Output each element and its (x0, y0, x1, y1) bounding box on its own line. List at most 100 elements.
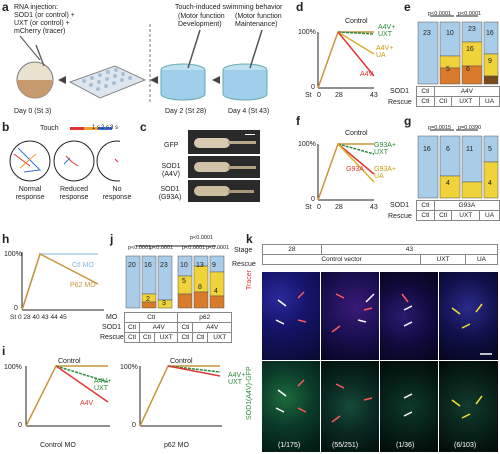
panel-k-label: k (246, 232, 253, 246)
panel-j-bars (125, 245, 225, 309)
sod1-gfp-label: SOD1(A4V)-GFP (246, 366, 253, 420)
line-control (317, 31, 374, 89)
sod1-row-label: SOD1 (390, 202, 410, 209)
p-value: p<0.0001 (206, 245, 230, 251)
panel-a-label: a (2, 0, 9, 14)
y-100-label: 100% (298, 141, 316, 148)
panel-e-label: e (404, 0, 411, 14)
trace-normal (9, 140, 51, 182)
motor-dev-text: (Motor function (178, 13, 225, 20)
line-g93a-uxt (337, 143, 375, 155)
x-0-label: 0 (317, 204, 321, 211)
legend-g93a: G93A (346, 166, 364, 173)
scale-bar (245, 134, 255, 135)
legend-a4v-uxt-1: A4V+ (228, 372, 246, 379)
time-2s: 2 s (101, 125, 110, 131)
stage-row-label: Stage (234, 247, 253, 254)
control-mo-caption: Control MO (40, 442, 76, 449)
bar-n: 13 (196, 262, 204, 269)
panel-h-label: h (2, 232, 10, 246)
bar-ctl (417, 21, 439, 85)
time-3s: 3 s (110, 125, 119, 131)
sod1-g93a-label: SOD1 (G93A) (158, 186, 182, 201)
legend-a4v-uxt-2: UXT (228, 379, 242, 386)
motor-dev-text: Development) (178, 21, 222, 28)
probe-icon (249, 29, 263, 69)
y-0-label: 0 (311, 84, 315, 91)
day0-label: Day 0 (St 3) (14, 108, 52, 115)
line-g93a-ua (337, 143, 375, 183)
chart-p62-mo (139, 365, 222, 427)
y-0-label: 0 (18, 422, 22, 429)
legend-a4v-uxt-1: A4V+ (378, 24, 396, 31)
panel-a-illustration (16, 24, 268, 104)
legend-a4v-ua-2: UA (376, 52, 386, 59)
micrograph-gfp-ua (439, 361, 498, 452)
x-st-label: St (305, 92, 312, 99)
panel-b-graphics (9, 127, 120, 182)
injection-text: SOD1 (or control) + (14, 12, 75, 19)
y-0-label: 0 (311, 196, 315, 203)
panel-d-label: d (296, 0, 304, 14)
day4-label: Day 4 (St 43) (228, 108, 270, 115)
micrograph-tracer-ua (439, 272, 498, 360)
mo-row-label: MO (106, 314, 118, 321)
gfp-label: GFP (164, 142, 179, 149)
legend-g93a-uxt-1: G93A+ (374, 142, 396, 149)
arrow-icon (58, 76, 66, 84)
x-43-label: 43 (370, 204, 378, 211)
micrograph-grid: (1/175) (55/251) (1/36) (6/103) (262, 272, 498, 452)
micrograph-gfp-28 (262, 361, 320, 452)
legend-p62-mo: P62 MO (70, 282, 96, 289)
bar-n: 6 (446, 146, 450, 153)
arrow-icon (150, 76, 158, 84)
p-value: p<0.0001 (428, 11, 452, 17)
bar-n: 23 (468, 26, 476, 33)
normal-response-label: Normal response (15, 186, 45, 201)
legend-a4v: A4V (80, 400, 94, 407)
bar-a4v-ua (483, 21, 499, 55)
chart-control-mo (25, 365, 110, 427)
bar-n: 16 (486, 30, 494, 37)
p-value: p<0.0001 (128, 245, 152, 251)
bar-n: 10 (446, 30, 454, 37)
bar (125, 255, 141, 309)
panel-i-label: i (2, 344, 6, 358)
bar-n: 16 (144, 262, 152, 269)
bar-n: 10 (180, 262, 188, 269)
bar-seg: 4 (488, 180, 492, 187)
day2-label: Day 2 (St 28) (165, 108, 207, 115)
sod1-row-label: SOD1 (390, 88, 410, 95)
legend-a4v-uxt-1: A4V+ (94, 378, 112, 385)
panel-e-bars (417, 15, 499, 85)
motor-maint-text: Maintenance) (235, 21, 278, 28)
sod1-row-label: SOD1 (102, 324, 122, 331)
injection-text: UXT (or control) + (14, 20, 70, 27)
legend-a4v: A4V (360, 71, 374, 78)
p-value: p<0.0001 (182, 245, 206, 251)
bar-seg: 4 (446, 180, 450, 187)
bar-n: 23 (423, 30, 431, 37)
bar-seg: 5 (446, 66, 450, 73)
p-value: p<0.0001 (150, 245, 174, 251)
embryo-vegetal-half (17, 80, 53, 98)
x-0-label: 0 (317, 92, 321, 99)
line-a4v-ua (337, 31, 375, 55)
time-scale-bar (70, 127, 112, 130)
time-1s: 1 s (92, 125, 101, 131)
touch-swim-title: Touch-induced swimming behavior (175, 4, 283, 11)
dish-illustration-st43 (222, 29, 268, 101)
bar-seg: 9 (488, 58, 492, 65)
line-p62-mo (21, 252, 99, 311)
legend-ctl-mo: Ctl MO (72, 262, 94, 269)
x-43-label: 43 (370, 92, 378, 99)
injection-needle (35, 44, 45, 67)
injection-text: mCherry (tracer) (14, 28, 66, 35)
panel-c-label: c (140, 120, 147, 134)
panel-g-bars (417, 129, 499, 199)
panel-j-table: Ctl p62 Ctl A4V Ctl A4V Ctl Ctl UXT Ctl Ctl UXT (123, 312, 232, 343)
y-100-label: 100% (120, 364, 138, 371)
bar-ctl (417, 135, 439, 199)
p-value: p<0.0001 (458, 11, 482, 17)
bar-g93a-uxt (461, 135, 483, 183)
